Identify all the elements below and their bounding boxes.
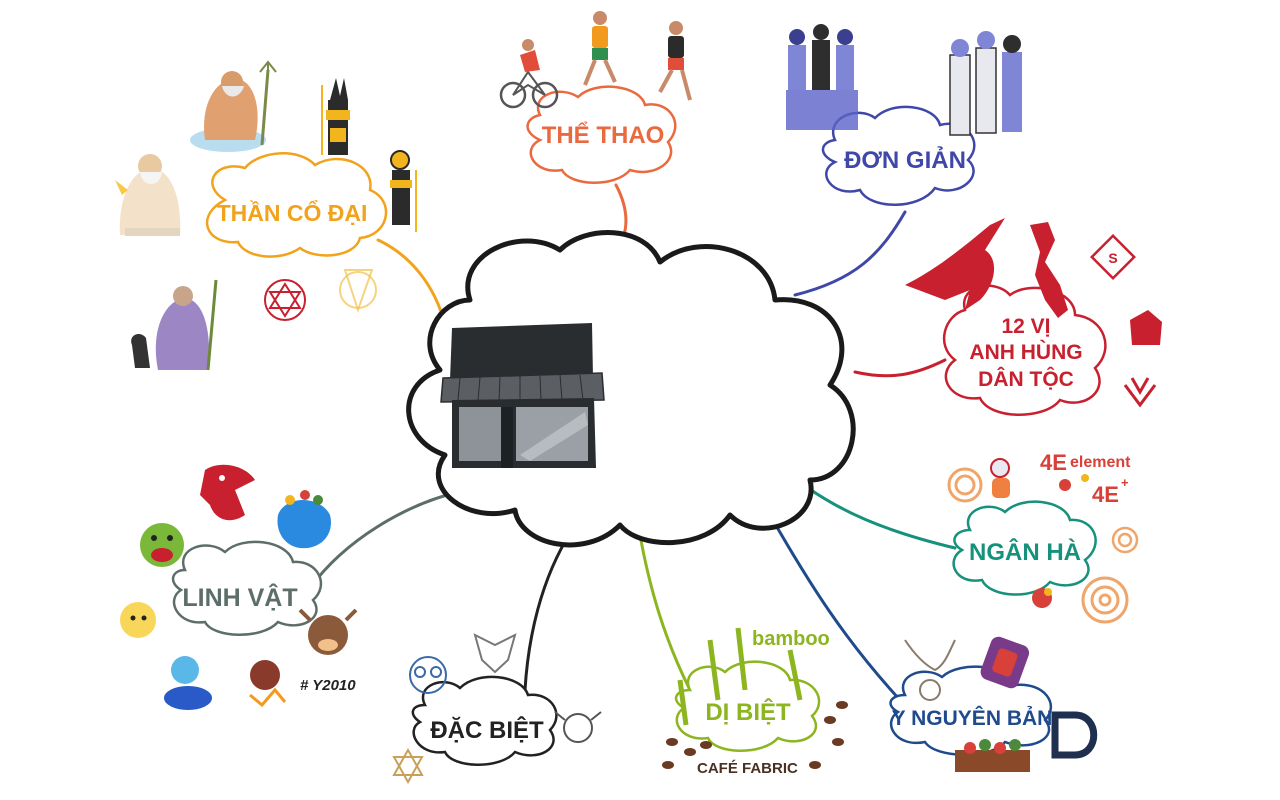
connector-di-biet	[638, 533, 692, 692]
node-don-gian: ĐƠN GIẢN	[821, 105, 976, 206]
horse-emblem	[905, 218, 1005, 310]
dac-biet-illustrations	[392, 633, 602, 785]
mascot-illustrations: # Y2010	[120, 464, 358, 710]
node-y-nguyen-ban: Y NGUYÊN BẢN	[889, 665, 1053, 756]
galaxy-illustrations: 4E element 4E +	[947, 450, 1139, 624]
cyclist-figure	[499, 39, 559, 109]
galaxy-swirl-3	[1111, 526, 1139, 554]
connector-linh-vat	[308, 490, 460, 590]
d-letter-emblem	[1051, 711, 1098, 759]
y-nguyen-ban-illustrations	[904, 636, 1098, 772]
people-group-right	[949, 31, 1022, 136]
astronaut-figure	[990, 458, 1010, 498]
node-label-don-gian: ĐƠN GIẢN	[844, 145, 966, 174]
node-label-than-co-dai: THẦN CỔ ĐẠI	[217, 199, 368, 226]
zeus-figure	[115, 154, 181, 236]
bee-pattern-figure	[554, 711, 602, 743]
buffalo-mascot	[298, 608, 358, 655]
blue-candy-mascot	[277, 490, 331, 549]
node-the-thao: THỂ THAO	[526, 85, 677, 184]
red-dragon-mascot	[200, 464, 255, 521]
node-label-12-vi-line-2: ANH HÙNG	[969, 340, 1082, 364]
food-basket-figure	[955, 739, 1030, 772]
brand-y2010-text: # Y2010	[300, 677, 356, 694]
node-than-co-dai: THẦN CỔ ĐẠI	[205, 152, 388, 258]
node-dac-biet: ĐẶC BIỆT	[411, 675, 558, 766]
galaxy-swirl-1	[947, 467, 983, 503]
brand-plus-text: +	[1121, 475, 1129, 490]
node-label-dac-biet: ĐẶC BIỆT	[430, 716, 544, 744]
galaxy-swirl-2	[1081, 576, 1129, 624]
node-label-di-biet: DỊ BIỆT	[705, 698, 791, 726]
brand-4e-text: 4E	[1040, 450, 1067, 475]
node-label-y-nguyen-ban: Y NGUYÊN BẢN	[892, 706, 1053, 730]
planet-4	[1044, 588, 1052, 596]
hero-emblem-1: S	[1090, 234, 1136, 280]
node-label-linh-vat: LINH VẬT	[182, 582, 297, 612]
hades-figure	[131, 279, 218, 371]
pattern-figure	[980, 636, 1030, 689]
brand-bamboo-text: bamboo	[752, 628, 830, 650]
people-group-illustrations	[786, 24, 1022, 136]
svg-text:S: S	[1108, 250, 1117, 266]
vietnam-map-emblem	[1030, 222, 1068, 318]
blue-rider-mascot	[164, 656, 212, 710]
heroes-illustrations: S	[905, 218, 1162, 408]
brand-cafe-fabric-text: CAFÉ FABRIC	[697, 760, 798, 777]
people-group-left	[786, 24, 858, 130]
horus-figure	[390, 150, 417, 232]
planet-2	[1081, 474, 1089, 482]
node-label-ngan-ha: NGÂN HÀ	[969, 538, 1081, 566]
storefront-icon	[440, 323, 605, 468]
wolf-pattern-figure	[473, 633, 517, 674]
planet-1	[1059, 479, 1071, 491]
runner-figure-1	[583, 11, 617, 86]
connector-y-nguyen-ban	[768, 513, 902, 702]
connector-dac-biet	[523, 528, 574, 692]
connector-don-gian	[793, 210, 907, 297]
hero-emblem-3	[1123, 377, 1157, 408]
ornament-figure	[904, 639, 956, 701]
anubis-figure	[321, 78, 350, 155]
sport-illustrations	[499, 11, 692, 109]
gods-illustrations	[115, 60, 417, 371]
node-label-the-thao: THỂ THAO	[542, 121, 665, 149]
node-12-vi: 12 VỊ ANH HÙNG DÂN TỘC	[943, 284, 1107, 416]
gold-sun-emblem	[339, 269, 377, 314]
node-linh-vat: LINH VẬT	[171, 540, 323, 636]
brand-4e-plus-text: 4E	[1092, 482, 1119, 507]
node-di-biet: DỊ BIỆT	[674, 660, 821, 752]
node-ngan-ha: NGÂN HÀ	[952, 500, 1097, 596]
brand-element-text: element	[1070, 454, 1131, 471]
owl-pattern-figure	[409, 656, 447, 694]
connector-ngan-ha	[806, 486, 957, 550]
yellow-girl-mascot	[120, 602, 156, 638]
mandala-emblem	[264, 279, 306, 321]
di-biet-illustrations: bamboo CAFÉ FABRIC	[662, 627, 848, 777]
connectors	[308, 183, 957, 702]
star-pattern-figure	[392, 747, 424, 785]
coffee-beans-figure	[662, 701, 848, 769]
node-label-12-vi-line-3: DÂN TỘC	[978, 367, 1074, 391]
green-dragon-mascot	[140, 523, 184, 567]
runner-figure-2	[658, 21, 692, 101]
fire-boy-mascot	[249, 660, 287, 708]
bamboo-figure	[677, 627, 803, 726]
connector-12-vi	[853, 358, 947, 378]
hero-emblem-2	[1130, 310, 1162, 345]
poseidon-figure	[190, 60, 277, 152]
connector-than-co-dai	[376, 238, 447, 327]
node-label-12-vi-line-1: 12 VỊ	[1001, 315, 1050, 338]
